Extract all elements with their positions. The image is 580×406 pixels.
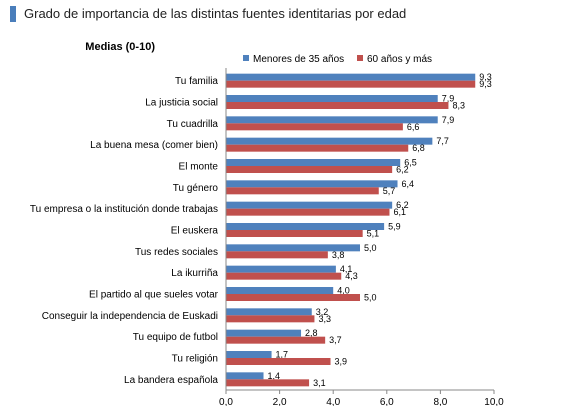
data-label: 4,0 bbox=[337, 286, 350, 296]
bar-60-y-mas bbox=[226, 251, 328, 259]
data-label: 7,7 bbox=[436, 136, 449, 146]
data-label: 4,1 bbox=[340, 264, 353, 274]
data-label: 3,7 bbox=[329, 335, 342, 345]
data-label: 6,4 bbox=[402, 179, 415, 189]
category-label: La bandera española bbox=[124, 375, 218, 386]
bar-menores-35 bbox=[226, 116, 438, 124]
data-label: 5,0 bbox=[364, 243, 377, 253]
category-label: Tu género bbox=[173, 183, 219, 194]
data-label: 6,2 bbox=[396, 200, 409, 210]
data-label: 5,0 bbox=[364, 293, 377, 303]
bar-60-y-mas bbox=[226, 272, 342, 280]
bar-60-y-mas bbox=[226, 379, 310, 387]
bar-menores-35 bbox=[226, 372, 264, 380]
data-label: 8,3 bbox=[452, 101, 465, 111]
category-label: La ikurriña bbox=[171, 268, 218, 279]
data-label: 9,3 bbox=[479, 72, 492, 82]
bar-60-y-mas bbox=[226, 230, 363, 237]
category-label: Tu cuadrilla bbox=[167, 119, 219, 130]
bar-60-y-mas bbox=[226, 166, 393, 173]
bar-60-y-mas bbox=[226, 187, 379, 195]
data-label: 1,7 bbox=[276, 350, 289, 360]
x-tick-label: 0,0 bbox=[219, 397, 233, 406]
data-label: 7,9 bbox=[442, 94, 455, 104]
data-label: 6,1 bbox=[393, 207, 406, 217]
bar-menores-35 bbox=[226, 159, 401, 166]
category-label: Tu familia bbox=[175, 76, 218, 87]
data-label: 6,2 bbox=[396, 165, 409, 175]
x-tick-label: 2,0 bbox=[273, 397, 287, 406]
x-tick-label: 8,0 bbox=[433, 397, 447, 406]
bar-menores-35 bbox=[226, 201, 393, 209]
category-label: Tu equipo de futbol bbox=[133, 332, 218, 343]
x-tick-label: 4,0 bbox=[326, 397, 340, 406]
category-label: El partido al que sueles votar bbox=[89, 290, 219, 301]
data-label: 6,6 bbox=[407, 122, 420, 132]
data-label: 1,4 bbox=[268, 371, 281, 381]
category-label: Tus redes sociales bbox=[135, 247, 218, 258]
data-label: 6,5 bbox=[404, 158, 417, 168]
bar-menores-35 bbox=[226, 137, 433, 145]
legend-swatch bbox=[243, 55, 249, 61]
bar-menores-35 bbox=[226, 223, 385, 230]
data-label: 5,7 bbox=[383, 186, 396, 196]
bar-60-y-mas bbox=[226, 123, 403, 131]
data-label: 6,8 bbox=[412, 143, 425, 153]
chart-subtitle: Medias (0-10) bbox=[85, 41, 155, 53]
x-tick-label: 6,0 bbox=[380, 397, 394, 406]
bar-menores-35 bbox=[226, 73, 476, 81]
bar-60-y-mas bbox=[226, 102, 449, 109]
category-label: El monte bbox=[179, 162, 219, 173]
bar-menores-35 bbox=[226, 95, 438, 102]
bar-60-y-mas bbox=[226, 80, 476, 88]
page-title: Grado de importancia de las distintas fu… bbox=[24, 6, 407, 21]
data-label: 3,9 bbox=[335, 357, 348, 367]
bar-60-y-mas bbox=[226, 336, 326, 344]
data-label: 3,1 bbox=[313, 378, 326, 388]
category-label: Tu religión bbox=[172, 354, 218, 365]
bar-60-y-mas bbox=[226, 144, 409, 152]
data-label: 2,8 bbox=[305, 328, 318, 338]
plot-area: Tu familia 9,39,3La justicia social 7,98,3… bbox=[30, 68, 504, 406]
x-tick-label: 10,0 bbox=[484, 397, 504, 406]
legend-swatch bbox=[357, 55, 363, 61]
bar-60-y-mas bbox=[226, 315, 315, 323]
bar-menores-35 bbox=[226, 329, 302, 337]
bar-menores-35 bbox=[226, 265, 336, 273]
title-accent-bar bbox=[10, 6, 16, 22]
data-label: 3,3 bbox=[318, 314, 331, 324]
bar-60-y-mas bbox=[226, 294, 360, 301]
bar-menores-35 bbox=[226, 287, 334, 294]
legend-label: 60 años y más bbox=[367, 54, 432, 65]
data-label: 7,9 bbox=[442, 115, 455, 125]
data-label: 4,3 bbox=[345, 271, 358, 281]
category-label: El euskera bbox=[171, 226, 219, 237]
data-label: 3,8 bbox=[332, 250, 345, 260]
category-label: Conseguir la independencia de Euskadi bbox=[42, 311, 218, 322]
bar-menores-35 bbox=[226, 180, 398, 188]
bar-menores-35 bbox=[226, 308, 312, 316]
bar-menores-35 bbox=[226, 244, 360, 252]
data-label: 3,2 bbox=[316, 307, 329, 317]
category-label: La buena mesa (comer bien) bbox=[90, 140, 218, 151]
data-label: 5,9 bbox=[388, 222, 401, 232]
data-label: 9,3 bbox=[479, 79, 492, 89]
bar-menores-35 bbox=[226, 351, 272, 358]
legend-label: Menores de 35 años bbox=[253, 54, 344, 65]
chart-legend: Menores de 35 años 60 años y más bbox=[243, 54, 432, 65]
bar-60-y-mas bbox=[226, 208, 390, 216]
category-label: La justicia social bbox=[145, 98, 218, 109]
bar-60-y-mas bbox=[226, 358, 331, 365]
category-label: Tu empresa o la institución donde trabaj… bbox=[30, 204, 218, 215]
data-label: 5,1 bbox=[367, 229, 380, 239]
